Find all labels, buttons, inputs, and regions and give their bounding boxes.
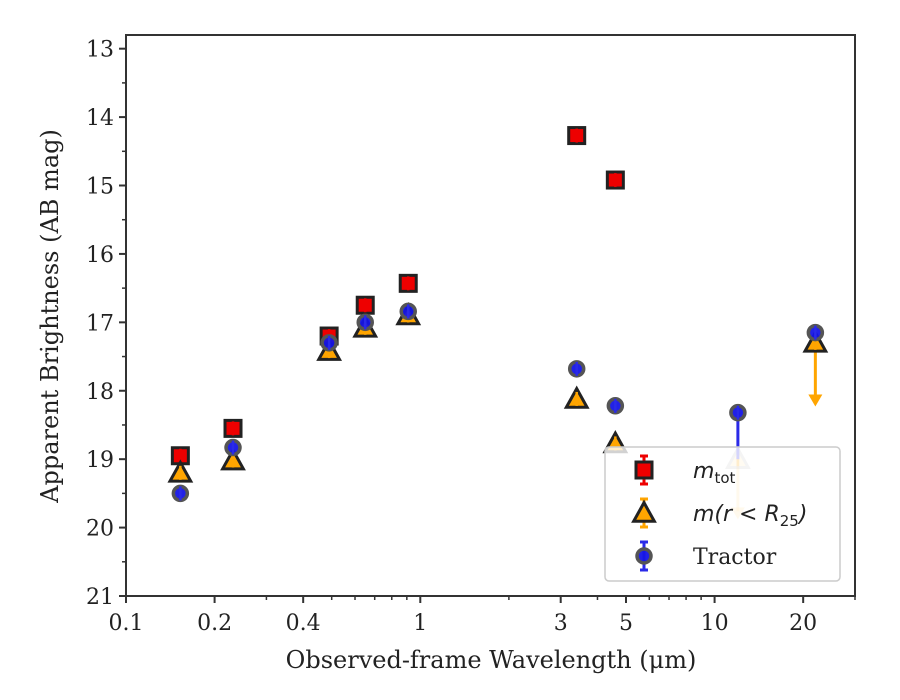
x-tick-label: 20 <box>789 611 817 636</box>
y-tick-label: 14 <box>86 106 114 131</box>
axes-frame <box>125 34 856 597</box>
y-tick-label: 21 <box>86 585 114 610</box>
series-circle <box>171 302 825 503</box>
y-axis-label: Apparent Brightness (AB mag) <box>36 129 64 504</box>
x-tick-label: 0.2 <box>197 611 232 636</box>
legend-marker-circle <box>635 547 653 565</box>
legend-marker-triangle <box>631 499 657 523</box>
y-tick-label: 19 <box>86 448 114 473</box>
x-tick-label: 0.4 <box>286 611 321 636</box>
legend-label: m(r < R25) <box>693 502 807 530</box>
x-tick-label: 5 <box>619 611 633 636</box>
x-tick-label: 1 <box>413 611 427 636</box>
upper-limit-arrow-head <box>808 394 823 407</box>
y-tick-label: 17 <box>86 311 114 336</box>
y-tick-label: 18 <box>86 380 114 405</box>
x-axis-label: Observed-frame Wavelength (μm) <box>286 646 697 674</box>
y-tick-label: 20 <box>86 517 114 542</box>
legend-marker-square <box>634 460 654 480</box>
legend-box <box>604 446 841 582</box>
y-tick-label: 13 <box>86 38 114 63</box>
x-tick-label: 3 <box>554 611 568 636</box>
x-tick-label: 0.1 <box>109 611 144 636</box>
plot-area <box>167 126 829 520</box>
legend: mtot m(r < R25) Tractor <box>604 446 841 582</box>
legend-label: Tractor <box>693 545 777 570</box>
y-tick-label: 15 <box>86 175 114 200</box>
x-tick-label: 10 <box>701 611 729 636</box>
legend-label: mtot <box>693 459 735 487</box>
y-tick-label: 16 <box>86 243 114 268</box>
